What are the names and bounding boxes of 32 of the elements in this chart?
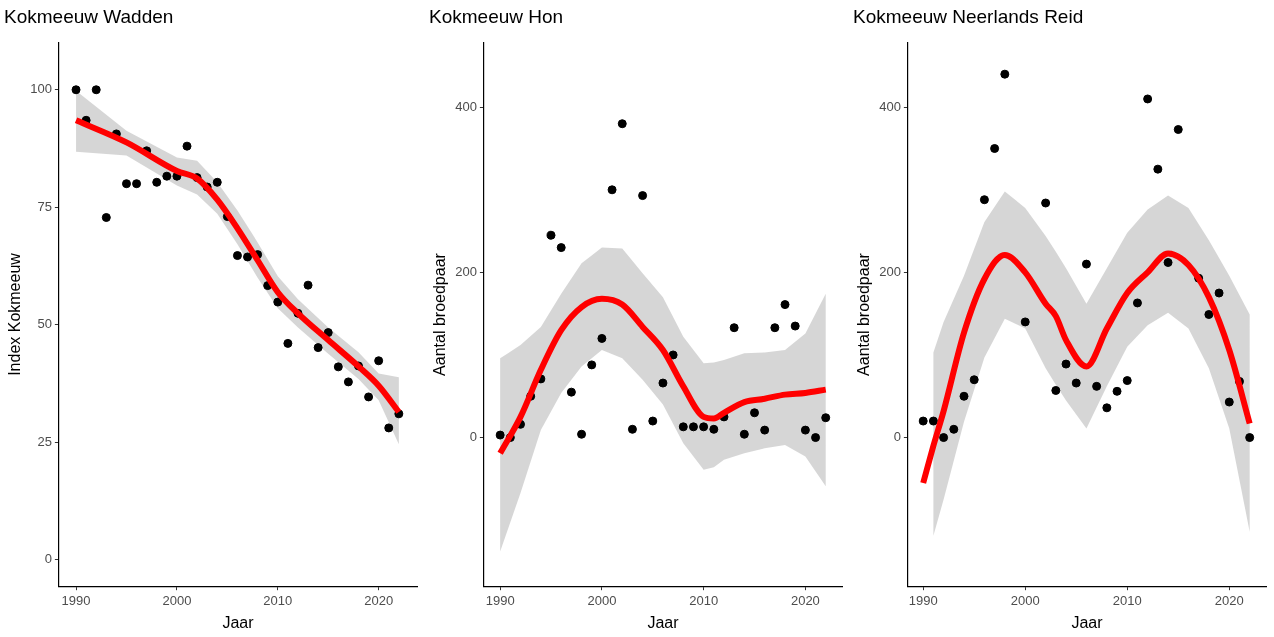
y-tick-label: 400 bbox=[879, 98, 902, 114]
y-axis-title: Aantal broedpaar bbox=[430, 252, 448, 376]
y-axis-title: Index Kokmeeuw bbox=[6, 252, 24, 376]
x-axis-title: Jaar bbox=[647, 613, 679, 631]
chart-title: Kokmeeuw Wadden bbox=[4, 5, 174, 27]
y-tick-label: 0 bbox=[469, 429, 477, 445]
chart-title: Kokmeeuw Hon bbox=[428, 5, 563, 27]
x-tick-label: 2020 bbox=[790, 592, 820, 608]
y-tick-label: 0 bbox=[893, 429, 902, 445]
y-tick-label: 100 bbox=[30, 81, 52, 97]
x-tick-label: 2000 bbox=[587, 592, 617, 608]
y-tick-label: 0 bbox=[44, 551, 52, 567]
x-tick-label: 2010 bbox=[688, 592, 718, 608]
x-tick-label: 2000 bbox=[162, 592, 192, 608]
x-tick-label: 2000 bbox=[1011, 592, 1041, 608]
y-tick-label: 50 bbox=[37, 316, 52, 332]
y-tick-label: 25 bbox=[37, 433, 52, 449]
x-axis-title: Jaar bbox=[1071, 613, 1104, 631]
x-tick-label: 1990 bbox=[61, 592, 91, 608]
y-tick-label: 200 bbox=[879, 263, 902, 279]
x-tick-label: 2020 bbox=[1215, 592, 1245, 608]
x-tick-label: 2020 bbox=[364, 592, 394, 608]
x-tick-label: 1990 bbox=[485, 592, 515, 608]
y-axis-title: Aantal broedpaar bbox=[855, 252, 873, 376]
y-tick-label: 400 bbox=[454, 98, 477, 114]
x-axis-title: Jaar bbox=[222, 613, 255, 631]
y-tick-label: 75 bbox=[37, 198, 52, 214]
x-tick-label: 2010 bbox=[263, 592, 293, 608]
y-tick-label: 200 bbox=[454, 263, 477, 279]
x-tick-label: 1990 bbox=[909, 592, 938, 608]
chart-title: Kokmeeuw Neerlands Reid bbox=[853, 5, 1084, 27]
x-tick-label: 2010 bbox=[1113, 592, 1143, 608]
